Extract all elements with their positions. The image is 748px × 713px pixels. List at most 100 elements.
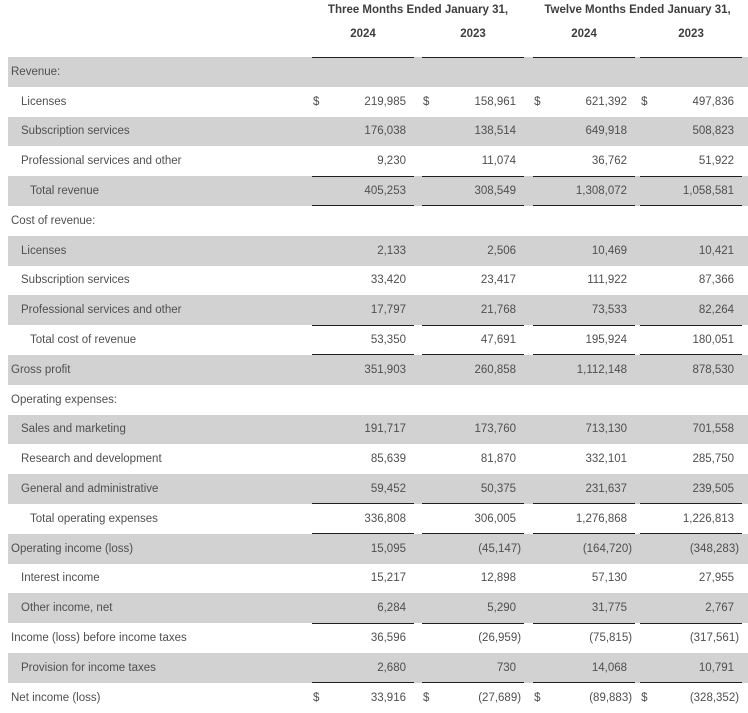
value-cell: 33,420: [370, 274, 406, 287]
currency-cell-empty: [640, 146, 662, 176]
currency-cell-empty: [640, 206, 662, 236]
column-gap: [524, 236, 533, 266]
column-gap: [414, 653, 422, 683]
row-end-pad: [742, 57, 748, 87]
currency-cell-empty: [640, 564, 662, 594]
year-header-3mo-2024: 2024: [312, 24, 414, 58]
year-header-12mo-2023: 2023: [640, 24, 743, 58]
currency-cell-empty: [422, 474, 444, 504]
value-cell: 81,870: [480, 453, 517, 466]
value-cell: 82,264: [698, 304, 735, 317]
value-cell: [662, 57, 742, 87]
value-cell: 260,858: [474, 364, 517, 377]
column-gap: [414, 325, 422, 355]
currency-cell-empty: [312, 324, 334, 356]
table-row: Licenses 2,133 2,506 10,469 10,421: [8, 235, 748, 266]
period-header-twelve-months: Twelve Months Ended January 31,: [544, 4, 731, 16]
value-cell: 1,226,813: [662, 503, 743, 535]
value-cell: 649,918: [585, 125, 628, 138]
currency-cell-empty: [312, 444, 334, 474]
table-row: Subscription services 33,420 23,417 111,922…: [8, 266, 748, 296]
currency-cell-empty: [312, 415, 334, 445]
column-gap: [524, 415, 533, 445]
value-cell: (317,561): [662, 622, 743, 653]
row-label: Subscription services: [21, 274, 130, 287]
value-cell: 14,068: [591, 661, 628, 674]
row-label: Professional services and other: [21, 304, 182, 317]
value-cell: 138,514: [474, 125, 517, 138]
currency-cell-empty: [640, 57, 662, 87]
currency-cell-empty: [312, 564, 334, 594]
row-end-pad: [742, 206, 748, 236]
row-label: Research and development: [21, 453, 162, 466]
column-gap: [524, 623, 533, 653]
currency-cell-empty: [640, 444, 662, 474]
value-cell: 27,955: [698, 572, 735, 585]
table-row: Total cost of revenue 53,350 47,691 195,924…: [8, 324, 748, 356]
header-gap: [414, 24, 422, 57]
value-cell: [334, 385, 414, 415]
value-cell: 6,284: [377, 601, 406, 614]
currency-cell-empty: [640, 295, 662, 325]
row-label: Net income (loss): [11, 691, 101, 704]
value-cell: 180,051: [662, 324, 743, 356]
column-gap: [414, 117, 422, 147]
header-spacer: [742, 0, 748, 24]
value-cell: [662, 385, 742, 415]
period-header-three-months: Three Months Ended January 31,: [327, 4, 509, 16]
column-gap: [414, 57, 422, 87]
currency-cell-empty: [640, 415, 662, 445]
table-row: General and administrative 59,452 50,375 23…: [8, 474, 748, 504]
row-end-pad: [742, 295, 748, 325]
currency-symbol: $: [640, 682, 663, 713]
row-label: Provision for income taxes: [21, 661, 156, 674]
currency-cell-empty: [422, 266, 444, 296]
value-cell: 191,717: [364, 423, 406, 436]
value-cell: 176,038: [364, 125, 406, 138]
row-label: Total revenue: [30, 185, 100, 198]
value-cell: 47,691: [444, 324, 525, 356]
row-end-pad: [742, 683, 748, 713]
currency-cell-empty: [312, 236, 334, 266]
column-gap: [524, 206, 533, 236]
value-cell: 73,533: [591, 304, 628, 317]
value-cell: 11,074: [481, 155, 517, 168]
row-end-pad: [742, 355, 748, 385]
value-cell: 12,898: [480, 572, 517, 585]
value-cell: [444, 206, 524, 236]
currency-cell-empty: [422, 653, 444, 683]
row-end-pad: [742, 415, 748, 445]
currency-cell-empty: [312, 653, 334, 683]
value-cell: (75,815): [555, 622, 636, 653]
currency-cell-empty: [422, 117, 444, 147]
row-end-pad: [742, 176, 748, 206]
value-cell: 9,230: [377, 155, 406, 168]
row-end-pad: [742, 653, 748, 683]
currency-cell-empty: [640, 175, 663, 207]
column-gap: [524, 87, 533, 117]
row-label: Gross profit: [11, 363, 71, 376]
column-gap: [414, 444, 422, 474]
currency-cell-empty: [422, 534, 444, 564]
row-label: Cost of revenue:: [11, 214, 96, 227]
value-cell: [334, 57, 414, 87]
value-cell: 2,680: [377, 661, 406, 674]
value-cell: 336,808: [334, 503, 414, 535]
table-row: Net income (loss) $33,916 $ (27,689) $ (89,88…: [8, 682, 748, 713]
currency-symbol: $: [422, 682, 444, 713]
value-cell: 306,005: [444, 503, 525, 535]
column-gap: [524, 117, 533, 147]
currency-cell-empty: [422, 593, 444, 623]
row-label: General and administrative: [21, 483, 159, 496]
value-cell: (26,959): [444, 622, 525, 653]
currency-cell-empty: [640, 355, 662, 385]
currency-cell-empty: [312, 266, 334, 296]
value-cell: 173,760: [474, 423, 517, 436]
currency-cell-empty: [422, 415, 444, 445]
currency-cell-empty: [533, 266, 555, 296]
row-end-pad: [742, 623, 748, 653]
currency-cell-empty: [312, 175, 334, 207]
column-gap: [414, 385, 422, 415]
currency-symbol: $: [423, 95, 430, 108]
currency-cell-empty: [533, 236, 555, 266]
